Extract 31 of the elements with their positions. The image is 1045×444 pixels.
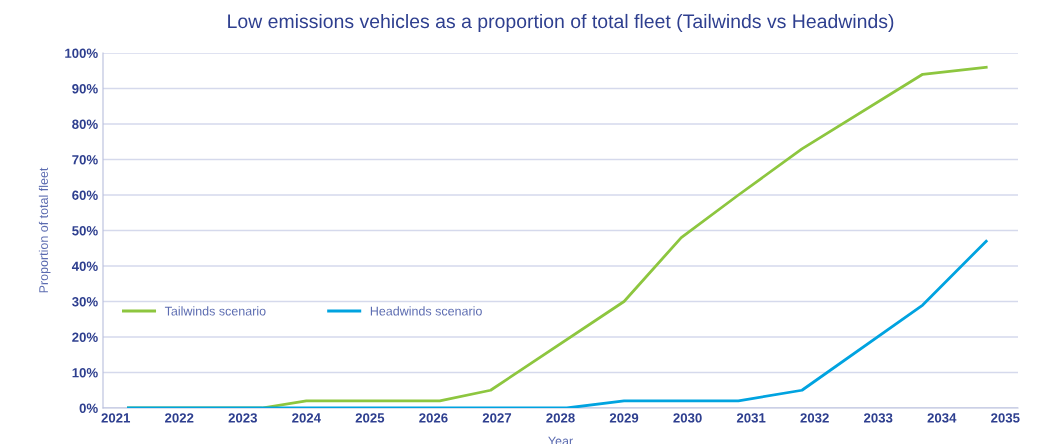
x-tick-label: 2029	[609, 413, 639, 423]
y-tick-label: 30%	[72, 297, 98, 307]
y-tick-label: 10%	[72, 368, 98, 378]
x-tick-label: 2028	[546, 413, 575, 423]
x-tick-label: 2024	[292, 413, 321, 423]
y-tick-label: 60%	[72, 190, 98, 200]
x-tick-label: 2022	[165, 413, 194, 423]
x-tick-label: 2021	[101, 413, 131, 423]
x-tick-label: 2027	[482, 413, 512, 423]
y-tick-label: 80%	[72, 119, 98, 129]
y-tick-label: 0%	[79, 403, 98, 413]
x-tick-label: 2026	[419, 413, 448, 423]
line-series	[127, 239, 988, 408]
x-tick-label: 2025	[355, 413, 385, 423]
x-tick-label: 2023	[228, 413, 257, 423]
y-tick-label: 40%	[71, 261, 98, 271]
y-tick-label: 100%	[65, 48, 98, 58]
legend-label: Tailwinds scenario	[164, 306, 266, 316]
y-tick-label: 70%	[72, 155, 98, 165]
legend-label: Headwinds scenario	[370, 306, 482, 316]
y-tick-label: 50%	[72, 226, 98, 236]
y-tick-label: 90%	[72, 84, 98, 94]
x-tick-label: 2030	[673, 413, 702, 423]
chart-title: Low emissions vehicles as a proportion of total fleet (Tailwinds vs Headwinds)	[228, 13, 894, 33]
x-tick-label: 2035	[991, 413, 1020, 423]
y-tick-label: 20%	[72, 332, 98, 342]
x-tick-label: 2033	[863, 413, 893, 423]
x-tick-label: 2031	[736, 413, 766, 423]
x-tick-label: 2034	[927, 413, 957, 423]
y-axis-title: Proportion of total fleet	[38, 167, 51, 293]
x-tick-label: 2032	[800, 413, 829, 423]
